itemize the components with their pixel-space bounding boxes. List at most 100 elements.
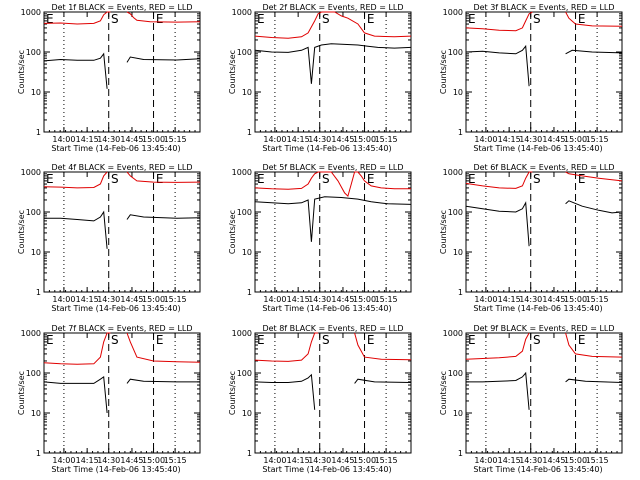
chart-title: Det 4f BLACK = Events, RED = LLD — [51, 163, 192, 172]
x-axis-label: Start Time (14-Feb-06 13:45:40) — [262, 304, 391, 313]
x-tick-label: 14:15 — [76, 295, 99, 304]
x-tick-label: 15:00 — [142, 456, 165, 465]
segment-marker-s: S — [322, 12, 330, 26]
x-axis-label: Start Time (14-Feb-06 13:45:40) — [51, 144, 180, 153]
x-tick-label: 15:15 — [586, 135, 609, 144]
y-tick-label: 100 — [26, 48, 41, 57]
detector-chart-2: Det 2f BLACK = Events, RED = LLD 1 10 100 10… — [228, 3, 412, 153]
segment-marker-s: S — [533, 333, 541, 347]
x-tick-label: 14:15 — [498, 295, 521, 304]
y-tick-label: 1 — [458, 128, 463, 137]
y-tick-label: 1000 — [232, 329, 252, 338]
x-tick-label: 15:15 — [586, 295, 609, 304]
x-tick-label: 14:00 — [263, 135, 286, 144]
events-series-line-resume — [354, 378, 412, 384]
segment-marker-e: E — [257, 172, 265, 186]
segment-marker-e: E — [468, 333, 476, 347]
segment-marker-e: E — [468, 172, 476, 186]
y-tick-label: 1 — [36, 449, 41, 458]
y-tick-label: 1 — [247, 288, 252, 297]
x-tick-label: 15:00 — [353, 295, 376, 304]
segment-marker-e: E — [367, 172, 375, 186]
x-tick-label: 14:15 — [498, 135, 521, 144]
lld-series-line-resume — [126, 171, 201, 183]
lld-series-line — [43, 11, 111, 25]
x-tick-label: 14:00 — [52, 135, 75, 144]
x-tick-label: 15:15 — [164, 456, 187, 465]
plot-frame — [254, 332, 412, 454]
y-tick-label: 10 — [31, 409, 41, 418]
y-axis-label: Counts/sec — [439, 50, 448, 94]
x-tick-label: 15:00 — [564, 135, 587, 144]
chart-title: Det 7f BLACK = Events, RED = LLD — [51, 324, 192, 333]
y-tick-label: 1000 — [21, 168, 41, 177]
segment-marker-s: S — [111, 172, 119, 186]
chart-title: Det 8f BLACK = Events, RED = LLD — [262, 324, 403, 333]
x-tick-label: 14:00 — [474, 456, 497, 465]
detector-chart-6: Det 6f BLACK = Events, RED = LLD 1 10 100 10… — [439, 163, 623, 313]
x-tick-label: 14:30 — [97, 295, 120, 304]
x-axis-label: Start Time (14-Feb-06 13:45:40) — [262, 465, 391, 474]
y-tick-label: 1 — [36, 288, 41, 297]
lld-series-line — [254, 171, 411, 198]
y-tick-label: 1 — [458, 288, 463, 297]
segment-marker-e: E — [257, 333, 265, 347]
x-tick-label: 14:30 — [308, 456, 331, 465]
events-series-line-resume — [565, 49, 623, 55]
x-axis-label: Start Time (14-Feb-06 13:45:40) — [473, 304, 602, 313]
x-tick-label: 14:45 — [331, 456, 354, 465]
x-tick-label: 14:00 — [263, 456, 286, 465]
x-tick-label: 14:30 — [308, 295, 331, 304]
lld-series-line — [254, 332, 319, 362]
events-series-line — [43, 375, 108, 414]
segment-marker-e: E — [46, 333, 54, 347]
x-tick-label: 14:45 — [120, 295, 143, 304]
plot-frame — [43, 11, 201, 133]
segment-marker-e: E — [156, 333, 164, 347]
lld-series-line-resume — [565, 332, 623, 358]
y-tick-label: 1000 — [21, 329, 41, 338]
y-tick-label: 10 — [242, 248, 252, 257]
x-tick-label: 15:15 — [375, 295, 398, 304]
x-tick-label: 14:15 — [287, 135, 310, 144]
x-tick-label: 15:00 — [564, 295, 587, 304]
events-series-line-resume — [126, 56, 201, 63]
x-axis-label: Start Time (14-Feb-06 13:45:40) — [262, 144, 391, 153]
x-tick-label: 15:15 — [164, 295, 187, 304]
x-tick-label: 15:15 — [164, 135, 187, 144]
x-tick-label: 14:15 — [76, 135, 99, 144]
plot-frame — [465, 171, 623, 293]
segment-marker-e: E — [468, 12, 476, 26]
y-tick-label: 1000 — [443, 168, 463, 177]
segment-marker-e: E — [46, 172, 54, 186]
x-tick-label: 14:00 — [52, 295, 75, 304]
segment-marker-e: E — [367, 333, 375, 347]
events-series-line — [254, 373, 316, 410]
y-tick-label: 10 — [31, 248, 41, 257]
y-tick-label: 10 — [453, 248, 463, 257]
lld-series-line-resume — [126, 332, 201, 363]
events-series-line — [43, 52, 108, 89]
y-tick-label: 100 — [237, 208, 252, 217]
lld-series-line-resume — [126, 11, 201, 23]
chart-title: Det 5f BLACK = Events, RED = LLD — [262, 163, 403, 172]
x-tick-label: 15:15 — [586, 456, 609, 465]
segment-marker-e: E — [257, 12, 265, 26]
x-tick-label: 14:45 — [542, 135, 565, 144]
x-tick-label: 14:00 — [52, 456, 75, 465]
segment-marker-s: S — [111, 12, 119, 26]
x-tick-label: 14:15 — [287, 456, 310, 465]
y-tick-label: 10 — [242, 88, 252, 97]
y-axis-label: Counts/sec — [228, 371, 237, 415]
events-series-line — [44, 210, 108, 249]
y-tick-label: 1 — [36, 128, 41, 137]
segment-marker-s: S — [322, 172, 330, 186]
y-axis-label: Counts/sec — [17, 50, 26, 94]
x-axis-label: Start Time (14-Feb-06 13:45:40) — [51, 304, 180, 313]
x-axis-label: Start Time (14-Feb-06 13:45:40) — [473, 465, 602, 474]
events-series-line — [466, 371, 530, 410]
y-tick-label: 100 — [448, 208, 463, 217]
x-tick-label: 14:45 — [120, 135, 143, 144]
